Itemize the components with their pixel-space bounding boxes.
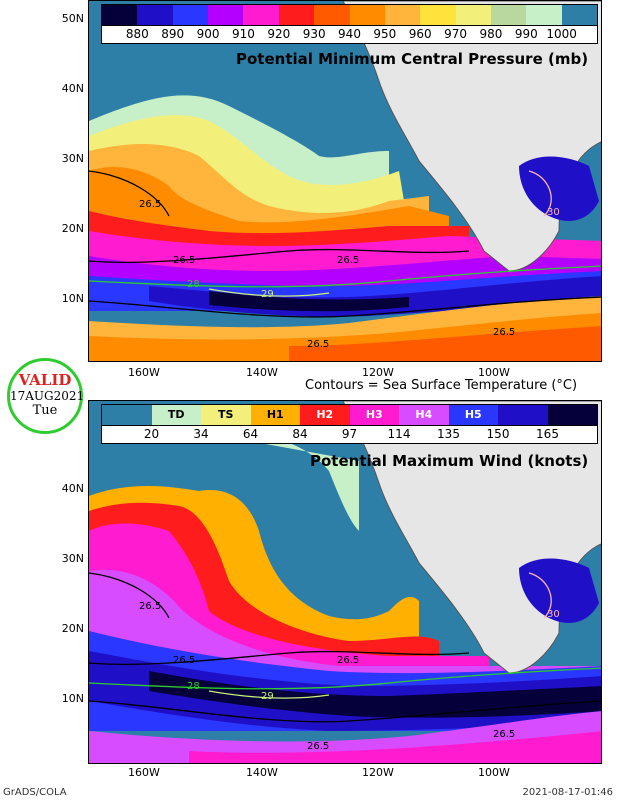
wind-colorbar-swatch — [102, 405, 152, 425]
contour-label-top-1: 26.5 — [139, 199, 161, 210]
lon-label-bot-140: 140W — [246, 766, 278, 779]
lat-label-top-40: 40N — [61, 82, 84, 95]
pressure-colorbar-tick-label: 920 — [267, 27, 291, 41]
pressure-colorbar-tick-label: 910 — [231, 27, 255, 41]
lat-label-top-10: 10N — [61, 292, 84, 305]
contour-label-top-3: 26.5 — [337, 255, 359, 266]
contour-label-bot-5: 26.5 — [493, 729, 515, 740]
footer-timestamp: 2021-08-17-01:46 — [522, 787, 613, 798]
contour-label-top-8: 30 — [547, 207, 560, 218]
pressure-colorbar-tick-label: 980 — [479, 27, 503, 41]
pressure-colorbar-swatch — [384, 5, 421, 25]
pressure-colorbar-tick-label: 990 — [514, 27, 538, 41]
contour-label-top-5: 26.5 — [493, 327, 515, 338]
contour-label-bot-2: 26.5 — [173, 655, 195, 666]
lat-label-top-50: 50N — [61, 12, 84, 25]
wind-colorbar-swatch: TS — [201, 405, 251, 425]
wind-map-graphic: 26.5 26.5 26.5 26.5 26.5 28 29 30 — [89, 401, 601, 763]
valid-word: VALID — [18, 371, 72, 389]
pressure-colorbar-swatch — [561, 5, 598, 25]
contour-label-top-6: 28 — [187, 279, 200, 290]
pressure-colorbar-tick-label: 970 — [444, 27, 468, 41]
pressure-colorbar-tick-label: 1000 — [546, 27, 577, 41]
wind-colorbar-swatch: H4 — [399, 405, 449, 425]
wind-colorbar-swatch: H5 — [448, 405, 498, 425]
wind-colorbar-swatch: H1 — [250, 405, 300, 425]
pressure-colorbar: 880 890 900 910 920 930 940 950 960 970 980 990 1000 — [101, 4, 598, 44]
valid-date-badge: VALID 17AUG2021 Tue — [7, 358, 85, 434]
contour-label-bot-8: 30 — [547, 609, 560, 620]
lon-label-top-160: 160W — [128, 366, 160, 379]
wind-colorbar-swatches: TD TS H1 H2 H3 H4 H5 — [102, 405, 597, 426]
lon-label-top-140: 140W — [246, 366, 278, 379]
wind-map: 26.5 26.5 26.5 26.5 26.5 28 29 30 — [88, 400, 602, 764]
wind-colorbar-tick-label: 64 — [242, 427, 259, 441]
contour-label-top-4: 26.5 — [307, 339, 329, 350]
pressure-colorbar-swatch — [243, 5, 279, 25]
contour-label-bot-7: 29 — [261, 691, 274, 702]
lat-label-bot-30: 30N — [61, 552, 84, 565]
pressure-colorbar-swatch — [490, 5, 527, 25]
wind-colorbar-swatch — [547, 405, 597, 425]
pressure-colorbar-swatches — [102, 5, 598, 26]
wind-colorbar-tick-label: 20 — [143, 427, 160, 441]
wind-colorbar-tick-label: 97 — [341, 427, 358, 441]
lat-label-top-20: 20N — [61, 222, 84, 235]
contour-label-bot-4: 26.5 — [307, 741, 329, 752]
pressure-colorbar-tick-label: 900 — [196, 27, 220, 41]
contour-label-bot-3: 26.5 — [337, 655, 359, 666]
valid-date: 17AUG2021 — [10, 389, 85, 403]
pressure-colorbar-swatch — [349, 5, 385, 25]
wind-colorbar-swatch: H3 — [349, 405, 399, 425]
pressure-colorbar-swatch — [172, 5, 209, 25]
pressure-colorbar-ticks: 880 890 900 910 920 930 940 950 960 970 980 990 1000 — [102, 26, 597, 43]
contour-label-bot-6: 28 — [187, 681, 200, 692]
wind-colorbar-tick-label: 114 — [387, 427, 411, 441]
pressure-map-graphic: 26.5 26.5 26.5 26.5 26.5 28 29 30 — [89, 1, 601, 361]
lon-label-bot-100: 100W — [478, 766, 510, 779]
lon-label-top-100: 100W — [478, 366, 510, 379]
footer-credit: GrADS/COLA — [3, 787, 67, 798]
wind-colorbar-tick-label: 84 — [292, 427, 308, 441]
pressure-colorbar-swatch — [455, 5, 491, 25]
pressure-colorbar-swatch — [208, 5, 244, 25]
pressure-map: 26.5 26.5 26.5 26.5 26.5 28 29 30 — [88, 0, 602, 362]
pressure-colorbar-swatch — [137, 5, 173, 25]
pressure-colorbar-swatch — [314, 5, 350, 25]
wind-colorbar-tick-label: 165 — [536, 427, 559, 441]
pressure-title: Potential Minimum Central Pressure (mb) — [236, 50, 589, 68]
contour-label-bot-1: 26.5 — [139, 601, 161, 612]
contour-label-top-2: 26.5 — [173, 255, 195, 266]
wind-colorbar-ticks: 20 34 64 84 97 114 135 150 165 — [102, 426, 597, 443]
wind-colorbar-tick-label: 135 — [437, 427, 460, 441]
contour-label-top-7: 29 — [261, 289, 274, 300]
pressure-colorbar-tick-label: 930 — [302, 27, 326, 41]
lon-label-bot-120: 120W — [362, 766, 394, 779]
pressure-colorbar-tick-label: 950 — [373, 27, 397, 41]
pressure-colorbar-swatch — [420, 5, 456, 25]
pressure-colorbar-tick-label: 880 — [125, 27, 149, 41]
wind-colorbar-tick-label: 150 — [486, 427, 510, 441]
pressure-colorbar-swatch — [278, 5, 315, 25]
wind-colorbar-swatch: H2 — [300, 405, 350, 425]
lat-label-top-30: 30N — [61, 152, 84, 165]
wind-colorbar-swatch — [498, 405, 548, 425]
pressure-colorbar-swatch — [526, 5, 562, 25]
lat-label-bot-10: 10N — [61, 692, 84, 705]
pressure-colorbar-swatch — [102, 5, 138, 25]
lon-label-top-120: 120W — [362, 366, 394, 379]
lat-label-bot-20: 20N — [61, 622, 84, 635]
wind-colorbar-tick-label: 34 — [193, 427, 209, 441]
lat-label-bot-40: 40N — [61, 482, 84, 495]
pressure-colorbar-tick-label: 890 — [161, 27, 185, 41]
pressure-colorbar-tick-label: 960 — [408, 27, 432, 41]
pressure-colorbar-tick-label: 940 — [338, 27, 361, 41]
wind-title: Potential Maximum Wind (knots) — [310, 452, 589, 470]
wind-colorbar-swatch: TD — [151, 405, 201, 425]
contours-caption: Contours = Sea Surface Temperature (°C) — [305, 378, 578, 393]
wind-colorbar: TD TS H1 H2 H3 H4 H5 20 34 64 84 97 114 135 150 165 — [101, 404, 598, 444]
lon-label-bot-160: 160W — [128, 766, 160, 779]
valid-day: Tue — [32, 403, 58, 418]
